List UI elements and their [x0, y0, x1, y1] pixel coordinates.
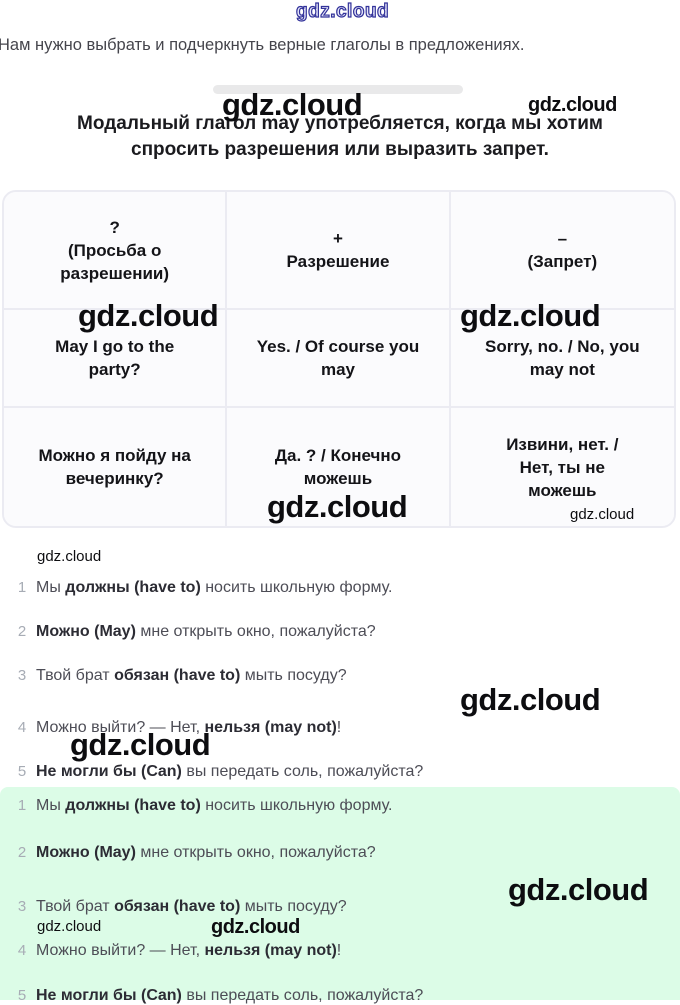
item-number: 1 [17, 797, 27, 814]
item-number: 2 [17, 844, 27, 861]
watermark: gdz.cloud [78, 298, 219, 333]
permission-label: Разрешение [286, 252, 390, 271]
rule-line-1: Модальный глагол may употребляется, когд… [77, 113, 603, 134]
answer-item-5: 5 Не могли бы (Can) вы передать соль, пож… [12, 986, 423, 1005]
table-cell-english-question: May I go to the party? [4, 310, 228, 408]
watermark: gdz.cloud [222, 87, 363, 122]
watermark: gdz.cloud [211, 916, 300, 938]
table-header-permission: + Разрешение [227, 192, 451, 310]
item-number: 3 [17, 898, 27, 915]
item-number: 1 [17, 579, 27, 596]
table-cell-russian-permission: Да. ? / Конечно можешь [227, 408, 451, 526]
watermark: gdz.cloud [528, 94, 617, 116]
answer-item-4: 4 Можно выйти? — Нет, нельзя (may not)! [12, 941, 341, 960]
watermark: gdz.cloud [70, 727, 211, 762]
item-number: 5 [17, 763, 27, 780]
exercise-item-2: 2 Можно (May) мне открыть окно, пожалуйст… [12, 622, 376, 641]
rule-line-2: спросить разрешения или выразить запрет. [131, 139, 549, 160]
prohibition-label: (Запрет) [527, 252, 598, 271]
exercise-item-4: 4 Можно выйти? — Нет, нельзя (may not)! [12, 718, 341, 737]
watermark: gdz.cloud [267, 489, 408, 524]
answer-item-1: 1 Мы должны (have to) носить школьную фор… [12, 796, 393, 815]
exercise-item-5: 5 Не могли бы (Can) вы передать соль, пож… [12, 762, 423, 781]
watermark: gdz.cloud [37, 548, 102, 565]
question-label: (Просьба о разрешении) [60, 240, 170, 283]
item-number: 4 [17, 719, 27, 736]
question-symbol: ? [109, 217, 120, 237]
table-header-question: ? (Просьба о разрешении) [4, 192, 228, 310]
table-cell-russian-question: Можно я пойду на вечеринку? [4, 408, 228, 526]
table-cell-english-permission: Yes. / Of course you may [227, 310, 451, 408]
item-number: 5 [17, 987, 27, 1004]
watermark: gdz.cloud [460, 682, 601, 717]
table-cell-russian-prohibition: Извини, нет. / Нет, ты не можешь [450, 408, 674, 526]
watermark: gdz.cloud [460, 298, 601, 333]
watermark: gdz.cloud [508, 872, 649, 907]
answers-panel [0, 787, 680, 1000]
modal-may-table: ? (Просьба о разрешении) + Разрешение – … [2, 190, 676, 528]
rule-heading: Модальный глагол may употребляется, когд… [0, 111, 680, 163]
table-cell-english-prohibition: Sorry, no. / No, you may not [450, 310, 674, 408]
exercise-item-1: 1 Мы должны (have to) носить школьную фор… [12, 578, 393, 597]
answer-item-3: 3 Твой брат обязан (have to) мыть посуду? [12, 897, 347, 916]
task-instruction-text: Нам нужно выбрать и подчеркнуть верные г… [0, 36, 525, 54]
exercise-item-3: 3 Твой брат обязан (have to) мыть посуду? [12, 666, 347, 685]
watermark: gdz.cloud [37, 918, 102, 935]
table-header-prohibition: – (Запрет) [450, 192, 674, 310]
answer-item-2: 2 Можно (May) мне открыть окно, пожалуйст… [12, 843, 376, 862]
plus-symbol: + [333, 229, 343, 248]
watermark: gdz.cloud [570, 506, 635, 523]
item-number: 4 [17, 942, 27, 959]
watermark-outline-top: gdz.cloud [295, 1, 390, 22]
minus-symbol: – [557, 229, 568, 248]
grey-highlight-bar [213, 85, 463, 94]
item-number: 3 [17, 667, 27, 684]
item-number: 2 [17, 623, 27, 640]
